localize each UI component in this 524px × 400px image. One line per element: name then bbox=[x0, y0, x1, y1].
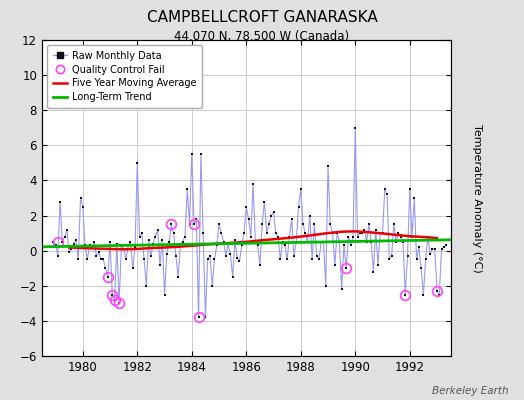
Legend: Raw Monthly Data, Quality Control Fail, Five Year Moving Average, Long-Term Tren: Raw Monthly Data, Quality Control Fail, … bbox=[47, 45, 202, 108]
Text: CAMPBELLCROFT GANARASKA: CAMPBELLCROFT GANARASKA bbox=[147, 10, 377, 25]
Text: 44.070 N, 78.500 W (Canada): 44.070 N, 78.500 W (Canada) bbox=[174, 30, 350, 43]
Y-axis label: Temperature Anomaly (°C): Temperature Anomaly (°C) bbox=[472, 124, 482, 272]
Text: Berkeley Earth: Berkeley Earth bbox=[432, 386, 508, 396]
